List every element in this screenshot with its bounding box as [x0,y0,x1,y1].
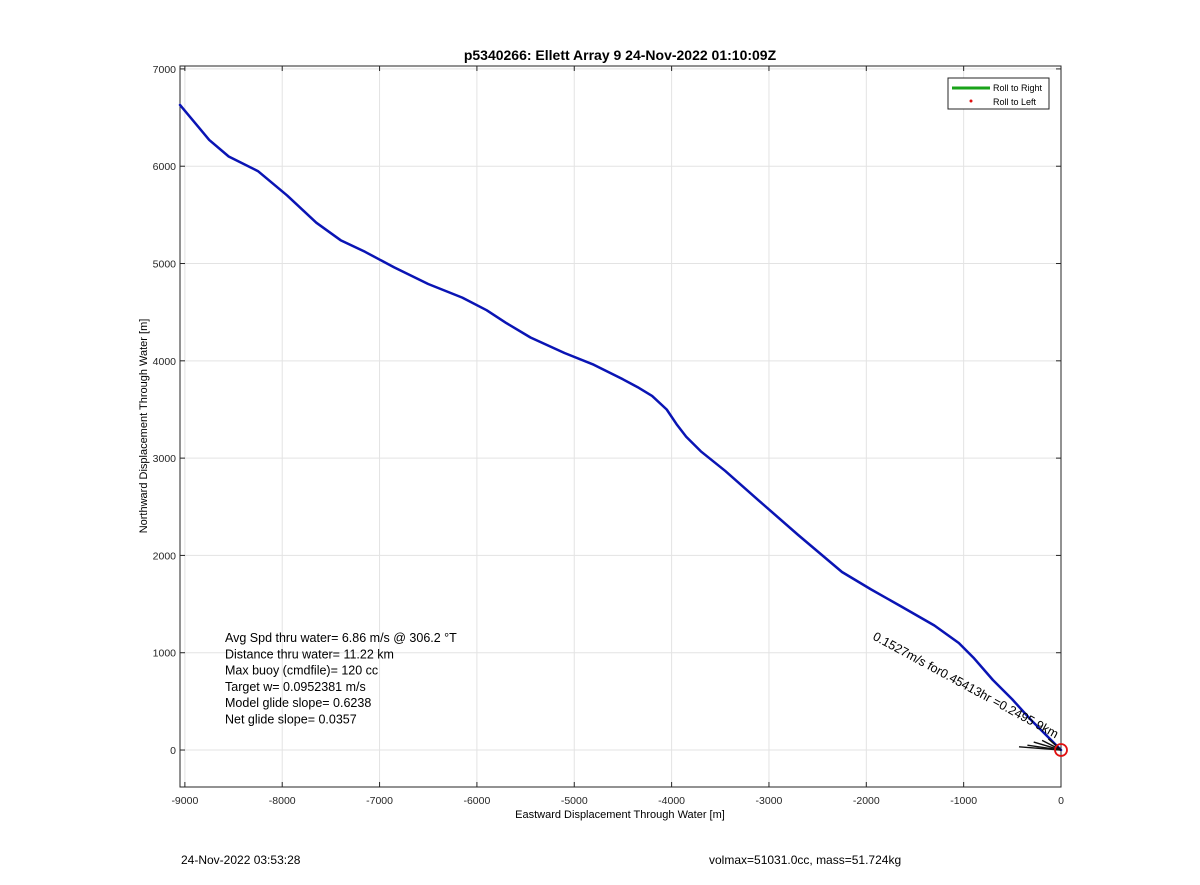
legend-box [947,77,1050,110]
x-tick-label: -2000 [853,795,880,807]
data-layer [178,103,1068,757]
stats-line: Net glide slope= 0.0357 [225,713,357,727]
current-arrow [1047,738,1062,751]
current-position-marker [1054,743,1068,757]
grid [180,66,1062,787]
x-tick-label: -6000 [463,795,490,807]
x-tick-label: -3000 [756,795,783,807]
y-tick-label: 2000 [153,550,177,562]
footer-mass-info: volmax=51031.0cc, mass=51.724kg [709,853,902,867]
y-axis-label: Northward Displacement Through Water [m] [138,319,150,534]
x-tick-label: -4000 [658,795,685,807]
current-arrow [1018,746,1062,751]
chart-title: p5340266: Ellett Array 9 24-Nov-2022 01:… [464,47,777,63]
trajectory-line [178,103,1063,752]
stats-line: Target w= 0.0952381 m/s [225,680,366,694]
axis-ticks: -9000 -8000 -7000 -6000 -5000 -4000 -3000 -2000… [153,64,1064,807]
x-tick-label: -1000 [950,795,977,807]
legend: Roll to Right Roll to Left [947,77,1050,110]
current-annotation: 0.1527m/s for0.45413hr =0.2495 9km [871,629,1061,741]
x-tick-label: -9000 [171,795,198,807]
y-tick-label: 0 [170,745,176,757]
y-tick-label: 3000 [153,453,177,465]
x-axis-label: Eastward Displacement Through Water [m] [515,809,725,821]
legend-swatch-roll-left [969,99,973,103]
x-tick-label: -8000 [269,795,296,807]
stats-annotation: Avg Spd thru water= 6.86 m/s @ 306.2 °T D… [225,631,457,727]
stats-line: Distance thru water= 11.22 km [225,647,394,661]
x-tick-label: -7000 [366,795,393,807]
y-tick-label: 5000 [153,259,177,271]
x-tick-label: -5000 [561,795,588,807]
y-tick-label: 1000 [153,648,177,660]
stats-line: Model glide slope= 0.6238 [225,696,371,710]
stats-line: Max buoy (cmdfile)= 120 cc [225,664,378,678]
y-tick-label: 7000 [153,64,177,76]
legend-label-roll-left: Roll to Left [993,97,1037,107]
stats-line: Avg Spd thru water= 6.86 m/s @ 306.2 °T [225,631,457,645]
y-tick-label: 6000 [153,161,177,173]
x-tick-label: 0 [1058,795,1064,807]
legend-label-roll-right: Roll to Right [993,83,1043,93]
y-tick-label: 4000 [153,356,177,368]
plot-area [179,65,1062,788]
footer-timestamp: 24-Nov-2022 03:53:28 [181,853,301,867]
